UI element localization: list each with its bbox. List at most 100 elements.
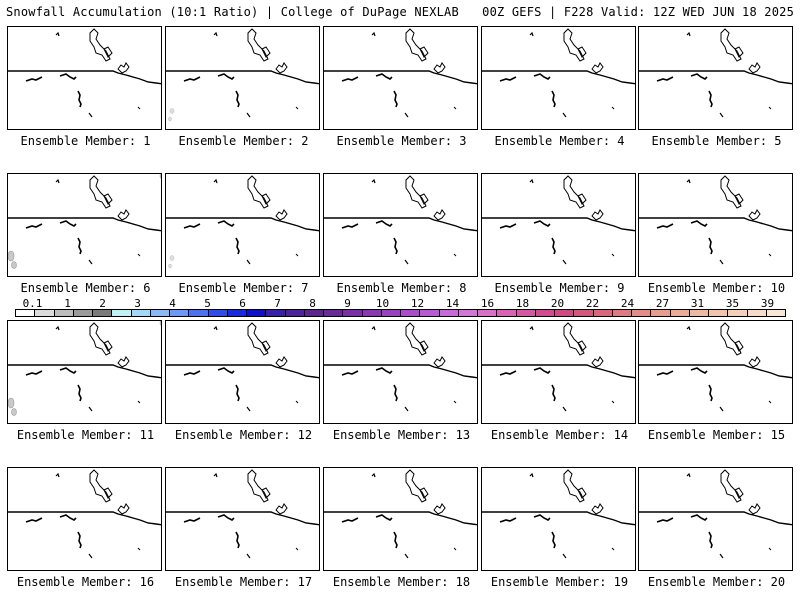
ensemble-member-label: Ensemble Member: 19	[490, 575, 629, 589]
colorbar-tick-label: 6	[239, 297, 246, 310]
ensemble-map-panel	[7, 173, 162, 277]
member-map	[482, 28, 635, 118]
ensemble-member-label: Ensemble Member: 18	[332, 575, 471, 589]
member-map	[639, 175, 792, 265]
colorbar-segment	[438, 309, 459, 317]
colorbar-segment	[92, 309, 113, 317]
ensemble-member-label: Ensemble Member: 10	[647, 281, 786, 295]
snowfall-contour	[168, 108, 175, 122]
ensemble-map-panel	[481, 26, 636, 130]
colorbar-tick-label: 27	[655, 297, 670, 310]
colorbar-segment	[534, 309, 555, 317]
ensemble-map-panel	[638, 26, 793, 130]
snowfall-contour	[168, 255, 175, 269]
colorbar-tick-label: 20	[550, 297, 565, 310]
colorbar-tick-label: 2	[99, 297, 106, 310]
ensemble-map-panel	[481, 173, 636, 277]
colorbar-segment	[188, 309, 209, 317]
colorbar-segment	[554, 309, 575, 317]
colorbar-tick-label: 35	[725, 297, 740, 310]
ensemble-member-label: Ensemble Member: 3	[336, 134, 467, 148]
member-map	[324, 322, 477, 412]
member-map	[8, 174, 161, 269]
ensemble-member-label: Ensemble Member: 6	[20, 281, 151, 295]
member-map	[482, 175, 635, 265]
colorbar-segment	[130, 309, 151, 317]
colorbar-segment	[746, 309, 767, 317]
colorbar-tick-label: 5	[204, 297, 211, 310]
ensemble-member-label: Ensemble Member: 17	[174, 575, 313, 589]
colorbar-segment	[457, 309, 478, 317]
member-map	[639, 322, 792, 412]
ensemble-member-label: Ensemble Member: 7	[178, 281, 309, 295]
colorbar-tick-label: 0.1	[22, 297, 43, 310]
colorbar-tick-label: 1	[64, 297, 71, 310]
colorbar-segment	[265, 309, 286, 317]
snowfall-contour	[8, 174, 161, 269]
colorbar-segment	[342, 309, 363, 317]
ensemble-member-label: Ensemble Member: 20	[647, 575, 786, 589]
colorbar-segment	[496, 309, 517, 317]
member-map	[166, 175, 319, 269]
member-map	[166, 469, 319, 559]
colorbar-tick-label: 10	[375, 297, 390, 310]
map-title: Snowfall Accumulation (10:1 Ratio) | Col…	[6, 5, 459, 19]
ensemble-map-panel	[7, 26, 162, 130]
ensemble-map-panel	[7, 467, 162, 571]
ensemble-map-panel	[481, 320, 636, 424]
member-map	[166, 322, 319, 412]
ensemble-member-label: Ensemble Member: 12	[174, 428, 313, 442]
colorbar-segment	[400, 309, 421, 317]
ensemble-member-label: Ensemble Member: 13	[332, 428, 471, 442]
ensemble-map-panel	[638, 467, 793, 571]
colorbar-segment	[53, 309, 74, 317]
ensemble-member-label: Ensemble Member: 4	[494, 134, 625, 148]
colorbar-tick-label: 8	[309, 297, 316, 310]
ensemble-map-panel	[638, 320, 793, 424]
ensemble-member-label: Ensemble Member: 15	[647, 428, 786, 442]
colorbar-tick-label: 24	[620, 297, 635, 310]
colorbar-segment	[611, 309, 632, 317]
colorbar-tick-label: 4	[169, 297, 176, 310]
member-map	[324, 175, 477, 265]
colorbar-tick-label: 22	[585, 297, 600, 310]
colorbar-segment	[149, 309, 170, 317]
colorbar-segment	[72, 309, 93, 317]
colorbar-segment	[207, 309, 228, 317]
colorbar-tick-label: 16	[480, 297, 495, 310]
colorbar-tick-label: 31	[690, 297, 705, 310]
colorbar-segment	[226, 309, 247, 317]
colorbar-tick-label: 9	[344, 297, 351, 310]
ensemble-member-label: Ensemble Member: 11	[16, 428, 155, 442]
colorbar-segment	[650, 309, 671, 317]
model-run-info: 00Z GEFS | F228 Valid: 12Z WED JUN 18 20…	[482, 5, 794, 19]
ensemble-map-panel	[165, 173, 320, 277]
ensemble-map-panel	[323, 26, 478, 130]
colorbar-segment	[169, 309, 190, 317]
ensemble-map-panel	[638, 173, 793, 277]
colorbar-segment	[631, 309, 652, 317]
colorbar-tick-label: 14	[445, 297, 460, 310]
ensemble-map-panel	[165, 320, 320, 424]
ensemble-member-label: Ensemble Member: 9	[494, 281, 625, 295]
member-map	[166, 28, 319, 122]
colorbar-segment	[515, 309, 536, 317]
colorbar-segment	[15, 309, 36, 317]
colorbar-segment	[477, 309, 498, 317]
ensemble-member-label: Ensemble Member: 2	[178, 134, 309, 148]
ensemble-map-panel	[7, 320, 162, 424]
colorbar-segment	[419, 309, 440, 317]
colorbar-segment	[246, 309, 267, 317]
colorbar-tick-label: 3	[134, 297, 141, 310]
member-map	[639, 469, 792, 559]
member-map	[639, 28, 792, 118]
ensemble-map-panel	[323, 467, 478, 571]
colorbar-segment	[592, 309, 613, 317]
colorbar-tick-label: 18	[515, 297, 530, 310]
colorbar-segment	[323, 309, 344, 317]
ensemble-map-panel	[323, 173, 478, 277]
colorbar-segment	[765, 309, 786, 317]
colorbar-tick-label: 12	[410, 297, 425, 310]
colorbar-segment	[284, 309, 305, 317]
ensemble-member-label: Ensemble Member: 14	[490, 428, 629, 442]
